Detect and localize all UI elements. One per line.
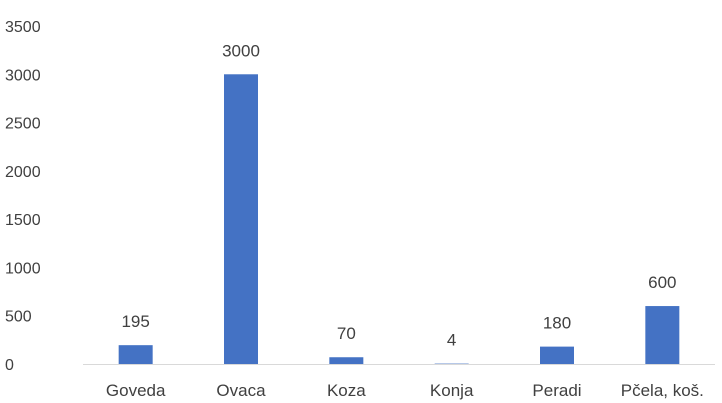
x-category-label: Ovaca <box>216 381 266 400</box>
bar-koza <box>329 357 364 364</box>
data-label: 4 <box>447 331 456 350</box>
y-tick-label: 2000 <box>5 164 41 181</box>
y-tick-label: 0 <box>5 357 14 374</box>
bar-goveda <box>118 345 153 364</box>
bar-ovaca <box>224 74 258 365</box>
x-category-label: Goveda <box>106 381 166 400</box>
bar-pčela-koš <box>645 306 680 364</box>
data-label: 195 <box>121 312 149 331</box>
bar-series <box>118 74 680 365</box>
y-tick-label: 2500 <box>5 116 41 133</box>
y-tick-label: 3500 <box>5 19 41 36</box>
data-label: 600 <box>648 273 676 292</box>
y-tick-label: 3000 <box>5 67 41 84</box>
x-axis-category-labels: Goveda Ovaca Koza Konja Peradi Pčela, koš. <box>106 381 704 400</box>
y-tick-label: 500 <box>5 309 32 326</box>
x-category-label: Konja <box>430 381 474 400</box>
bar-peradi <box>540 346 574 364</box>
x-category-label: Koza <box>327 381 366 400</box>
y-axis-tick-labels: 0 500 1000 1500 2000 2500 3000 3500 <box>5 19 41 374</box>
y-tick-label: 1500 <box>5 212 41 229</box>
y-tick-label: 1000 <box>5 260 41 277</box>
data-labels: 195 3000 70 4 180 600 <box>121 41 676 349</box>
data-label: 3000 <box>222 41 260 60</box>
data-label: 70 <box>337 324 356 343</box>
x-category-label: Peradi <box>532 381 581 400</box>
x-category-label: Pčela, koš. <box>621 381 704 400</box>
data-label: 180 <box>543 314 571 333</box>
